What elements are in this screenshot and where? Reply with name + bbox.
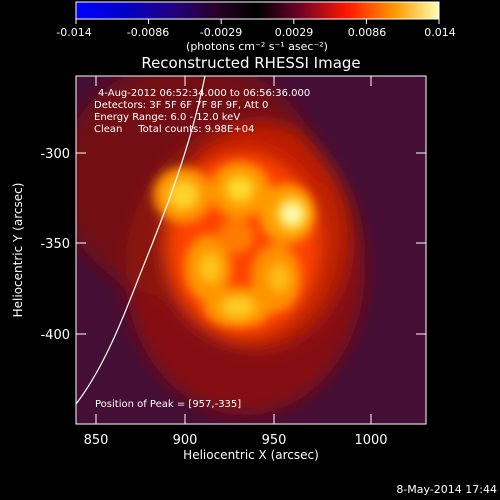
- colorbar-major-ticks: [75, 19, 440, 24]
- colorbar-strip: [75, 1, 440, 20]
- y-axis-label: Heliocentric Y (arcsec): [11, 183, 25, 318]
- colorbar-units-label: (photons cm⁻² s⁻¹ asec⁻²): [186, 40, 328, 53]
- timestamp: 8-May-2014 17:44: [396, 483, 497, 496]
- info-line-clean-total-counts: Clean Total counts: 9.98E+04: [94, 124, 254, 135]
- plot-title: Reconstructed RHESSI Image: [141, 54, 360, 72]
- colorbar-tick-label: 0.0086: [348, 26, 387, 39]
- rhessi-image: [76, 76, 426, 424]
- colorbar-tick-label: -0.0029: [200, 26, 242, 39]
- y-axis-ticks: [76, 152, 426, 335]
- info-line-energy-range: Energy Range: 6.0 - 12.0 keV: [94, 112, 240, 123]
- info-block: 4-Aug-2012 06:52:34.000 to 06:56:36.000 …: [94, 88, 310, 135]
- colorbar-tick-labels: -0.014 -0.0086 -0.0029 0.0029 0.0086 0.0…: [56, 26, 455, 39]
- colorbar-tick-label: 0.014: [424, 26, 456, 39]
- colorbar: -0.014 -0.0086 -0.0029 0.0029 0.0086 0.0…: [56, 1, 456, 53]
- colorbar-tick-label: 0.0029: [275, 26, 314, 39]
- y-tick-label: -400: [40, 328, 70, 343]
- x-axis-label: Heliocentric X (arcsec): [183, 448, 319, 462]
- info-line-time-range: 4-Aug-2012 06:52:34.000 to 06:56:36.000: [98, 88, 310, 99]
- x-tick-label: 950: [262, 433, 287, 448]
- colorbar-tick-label: -0.014: [56, 26, 91, 39]
- x-tick-label: 850: [84, 433, 109, 448]
- x-tick-label: 1000: [354, 433, 387, 448]
- peak-position-label: Position of Peak = [957,-335]: [95, 399, 241, 410]
- solar-limb-curve: [76, 76, 206, 405]
- x-tick-labels: 850 900 950 1000: [84, 433, 388, 448]
- y-tick-labels: -300 -350 -400: [40, 147, 70, 343]
- x-tick-label: 900: [173, 433, 198, 448]
- y-tick-label: -300: [40, 147, 70, 162]
- plot-frame: [75, 75, 427, 425]
- x-axis-ticks: [95, 76, 372, 424]
- colorbar-tick-label: -0.0086: [127, 26, 169, 39]
- y-tick-label: -350: [40, 237, 70, 252]
- info-line-detectors: Detectors: 3F 5F 6F 7F 8F 9F, Att 0: [94, 100, 268, 111]
